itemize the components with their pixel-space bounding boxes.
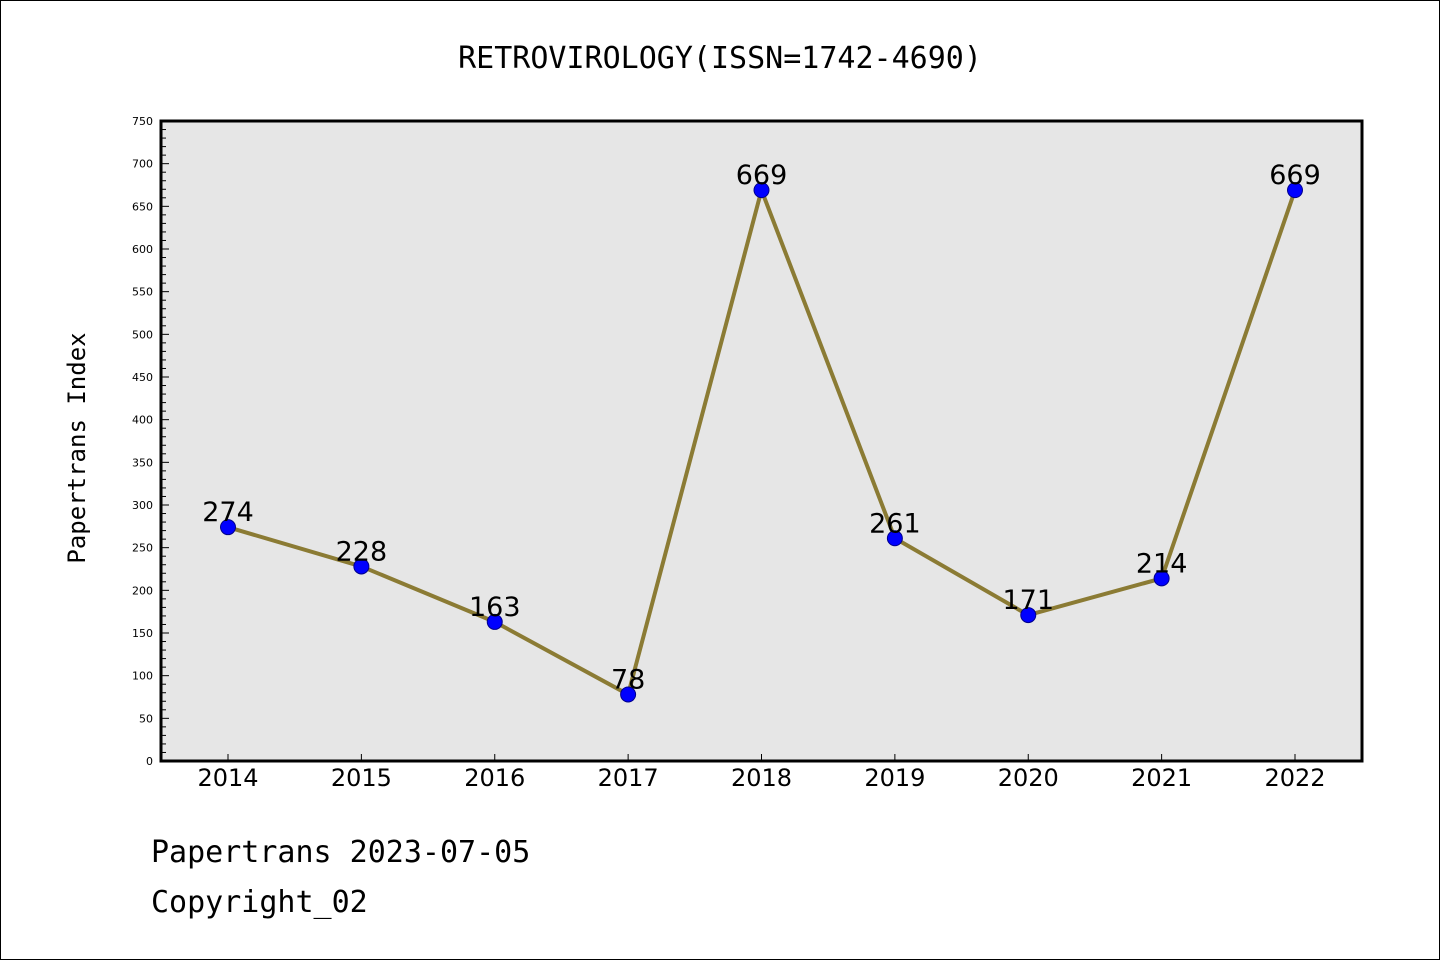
plot-frame <box>159 119 1364 763</box>
data-point-marker <box>886 530 903 547</box>
y-tick-label: 550 <box>132 286 153 299</box>
x-tick-label: 2020 <box>998 764 1059 792</box>
data-point-marker <box>220 519 236 536</box>
y-tick-label: 200 <box>132 584 153 597</box>
x-tick-label: 2018 <box>731 764 792 792</box>
y-tick-label: 300 <box>132 499 153 512</box>
x-tick-label: 2014 <box>197 764 258 792</box>
data-label: 228 <box>336 536 388 567</box>
y-tick-label: 700 <box>132 158 153 171</box>
x-tick-label: 2016 <box>464 764 525 792</box>
data-label: 214 <box>1136 548 1188 579</box>
x-tick-label: 2017 <box>598 764 659 792</box>
y-tick-label: 250 <box>132 542 153 555</box>
x-tick-label: 2019 <box>864 764 925 792</box>
y-axis-label: Papertrans Index <box>63 332 91 563</box>
x-tick-label: 2015 <box>331 764 392 792</box>
footer-source-date: Papertrans 2023-07-05 <box>151 835 531 870</box>
y-tick-label: 650 <box>132 200 153 213</box>
data-label: 669 <box>1269 160 1321 191</box>
y-tick-label: 500 <box>132 328 153 341</box>
plot-area-background <box>161 121 1362 761</box>
data-label: 274 <box>202 497 254 528</box>
data-label: 261 <box>869 508 921 539</box>
y-tick-label: 150 <box>132 627 153 640</box>
y-tick-label: 750 <box>132 115 153 128</box>
data-label: 163 <box>469 592 521 623</box>
data-point-marker <box>1287 182 1303 199</box>
y-tick-label: 100 <box>132 670 153 683</box>
x-tick-label: 2021 <box>1131 764 1192 792</box>
x-tick-label: 2022 <box>1264 764 1325 792</box>
data-point-marker <box>753 182 770 199</box>
chart-title: RETROVIROLOGY(ISSN=1742-4690) <box>458 41 982 76</box>
data-label: 669 <box>736 160 788 191</box>
data-point-marker <box>353 558 370 575</box>
y-tick-label: 0 <box>146 755 153 768</box>
y-tick-label: 450 <box>132 371 153 384</box>
data-label: 78 <box>611 664 645 695</box>
y-tick-label: 50 <box>139 712 153 725</box>
data-label: 171 <box>1002 585 1054 616</box>
data-point-marker <box>1153 570 1170 587</box>
footer-copyright: Copyright_02 <box>151 885 368 920</box>
data-point-marker <box>1020 607 1037 624</box>
y-tick-label: 400 <box>132 414 153 427</box>
data-point-marker <box>486 613 503 630</box>
y-tick-label: 600 <box>132 243 153 256</box>
y-tick-label: 350 <box>132 456 153 469</box>
data-point-marker <box>620 686 637 703</box>
